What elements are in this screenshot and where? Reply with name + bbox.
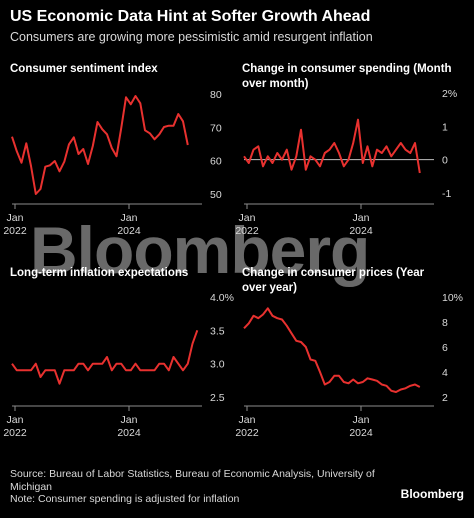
x-tick-label: 2022	[235, 427, 259, 439]
x-tick-label: Jan	[239, 212, 256, 224]
x-tick-label: 2024	[349, 225, 373, 237]
footer: Source: Bureau of Labor Statistics, Bure…	[10, 468, 390, 506]
chart-inflation-expectations: Long-term inflation expectations 2.5 3.0 3…	[3, 266, 235, 446]
y-tick-label: 50	[210, 189, 222, 201]
chart-consumer-prices: Change in consumer prices (Year over yea…	[235, 266, 467, 446]
chart-title: Long-term inflation expectations	[10, 267, 189, 279]
x-tick-label: Jan	[7, 212, 24, 224]
page-subtitle: Consumers are growing more pessimistic a…	[10, 30, 373, 44]
chart-title: Consumer sentiment index	[10, 63, 158, 75]
source-note: Source: Bureau of Labor Statistics, Bure…	[10, 468, 375, 493]
chart-consumer-sentiment: Consumer sentiment index 50 60 70 80 Jan 2022…	[3, 62, 235, 250]
x-tick-label: 2024	[349, 427, 373, 439]
y-tick-label: 8	[442, 317, 448, 329]
y-tick-label: 1	[442, 121, 448, 133]
x-tick-label: 2022	[3, 427, 27, 439]
x-tick-label: Jan	[121, 414, 138, 426]
y-tick-label: 2.5	[210, 392, 225, 404]
chart-title: Change in consumer prices (Year over yea…	[242, 267, 425, 294]
x-tick-label: Jan	[353, 414, 370, 426]
bloomberg-logo: Bloomberg	[400, 487, 464, 501]
x-tick-label: Jan	[353, 212, 370, 224]
series-line	[243, 307, 421, 393]
y-tick-label: -1	[442, 188, 451, 200]
y-tick-label: 80	[210, 89, 222, 101]
x-tick-label: 2022	[235, 225, 259, 237]
x-tick-label: 2024	[117, 427, 141, 439]
y-tick-label: 60	[210, 156, 222, 168]
series-line	[11, 95, 189, 195]
x-tick-label: 2024	[117, 225, 141, 237]
y-tick-label: 6	[442, 342, 448, 354]
y-tick-label: 0	[442, 155, 448, 167]
y-tick-label: 2%	[442, 88, 457, 100]
y-tick-label: 4	[442, 367, 448, 379]
footnote: Note: Consumer spending is adjusted for …	[10, 493, 240, 505]
x-tick-label: 2022	[3, 225, 27, 237]
x-tick-label: Jan	[121, 212, 138, 224]
x-tick-label: Jan	[239, 414, 256, 426]
chart-consumer-spending: Change in consumer spending (Month over …	[235, 62, 467, 250]
y-tick-label: 70	[210, 122, 222, 134]
series-line	[243, 118, 421, 174]
y-tick-label: 3.0	[210, 359, 225, 371]
y-tick-label: 10%	[442, 292, 463, 304]
y-tick-label: 3.5	[210, 325, 225, 337]
bloomberg-watermark: Bloomberg	[30, 213, 370, 287]
series-line	[11, 329, 199, 385]
y-tick-label: 2	[442, 392, 448, 404]
chart-title: Change in consumer spending (Month over …	[242, 63, 452, 90]
x-tick-label: Jan	[7, 414, 24, 426]
y-tick-label: 4.0%	[210, 292, 234, 304]
page-title: US Economic Data Hint at Softer Growth A…	[10, 8, 371, 25]
